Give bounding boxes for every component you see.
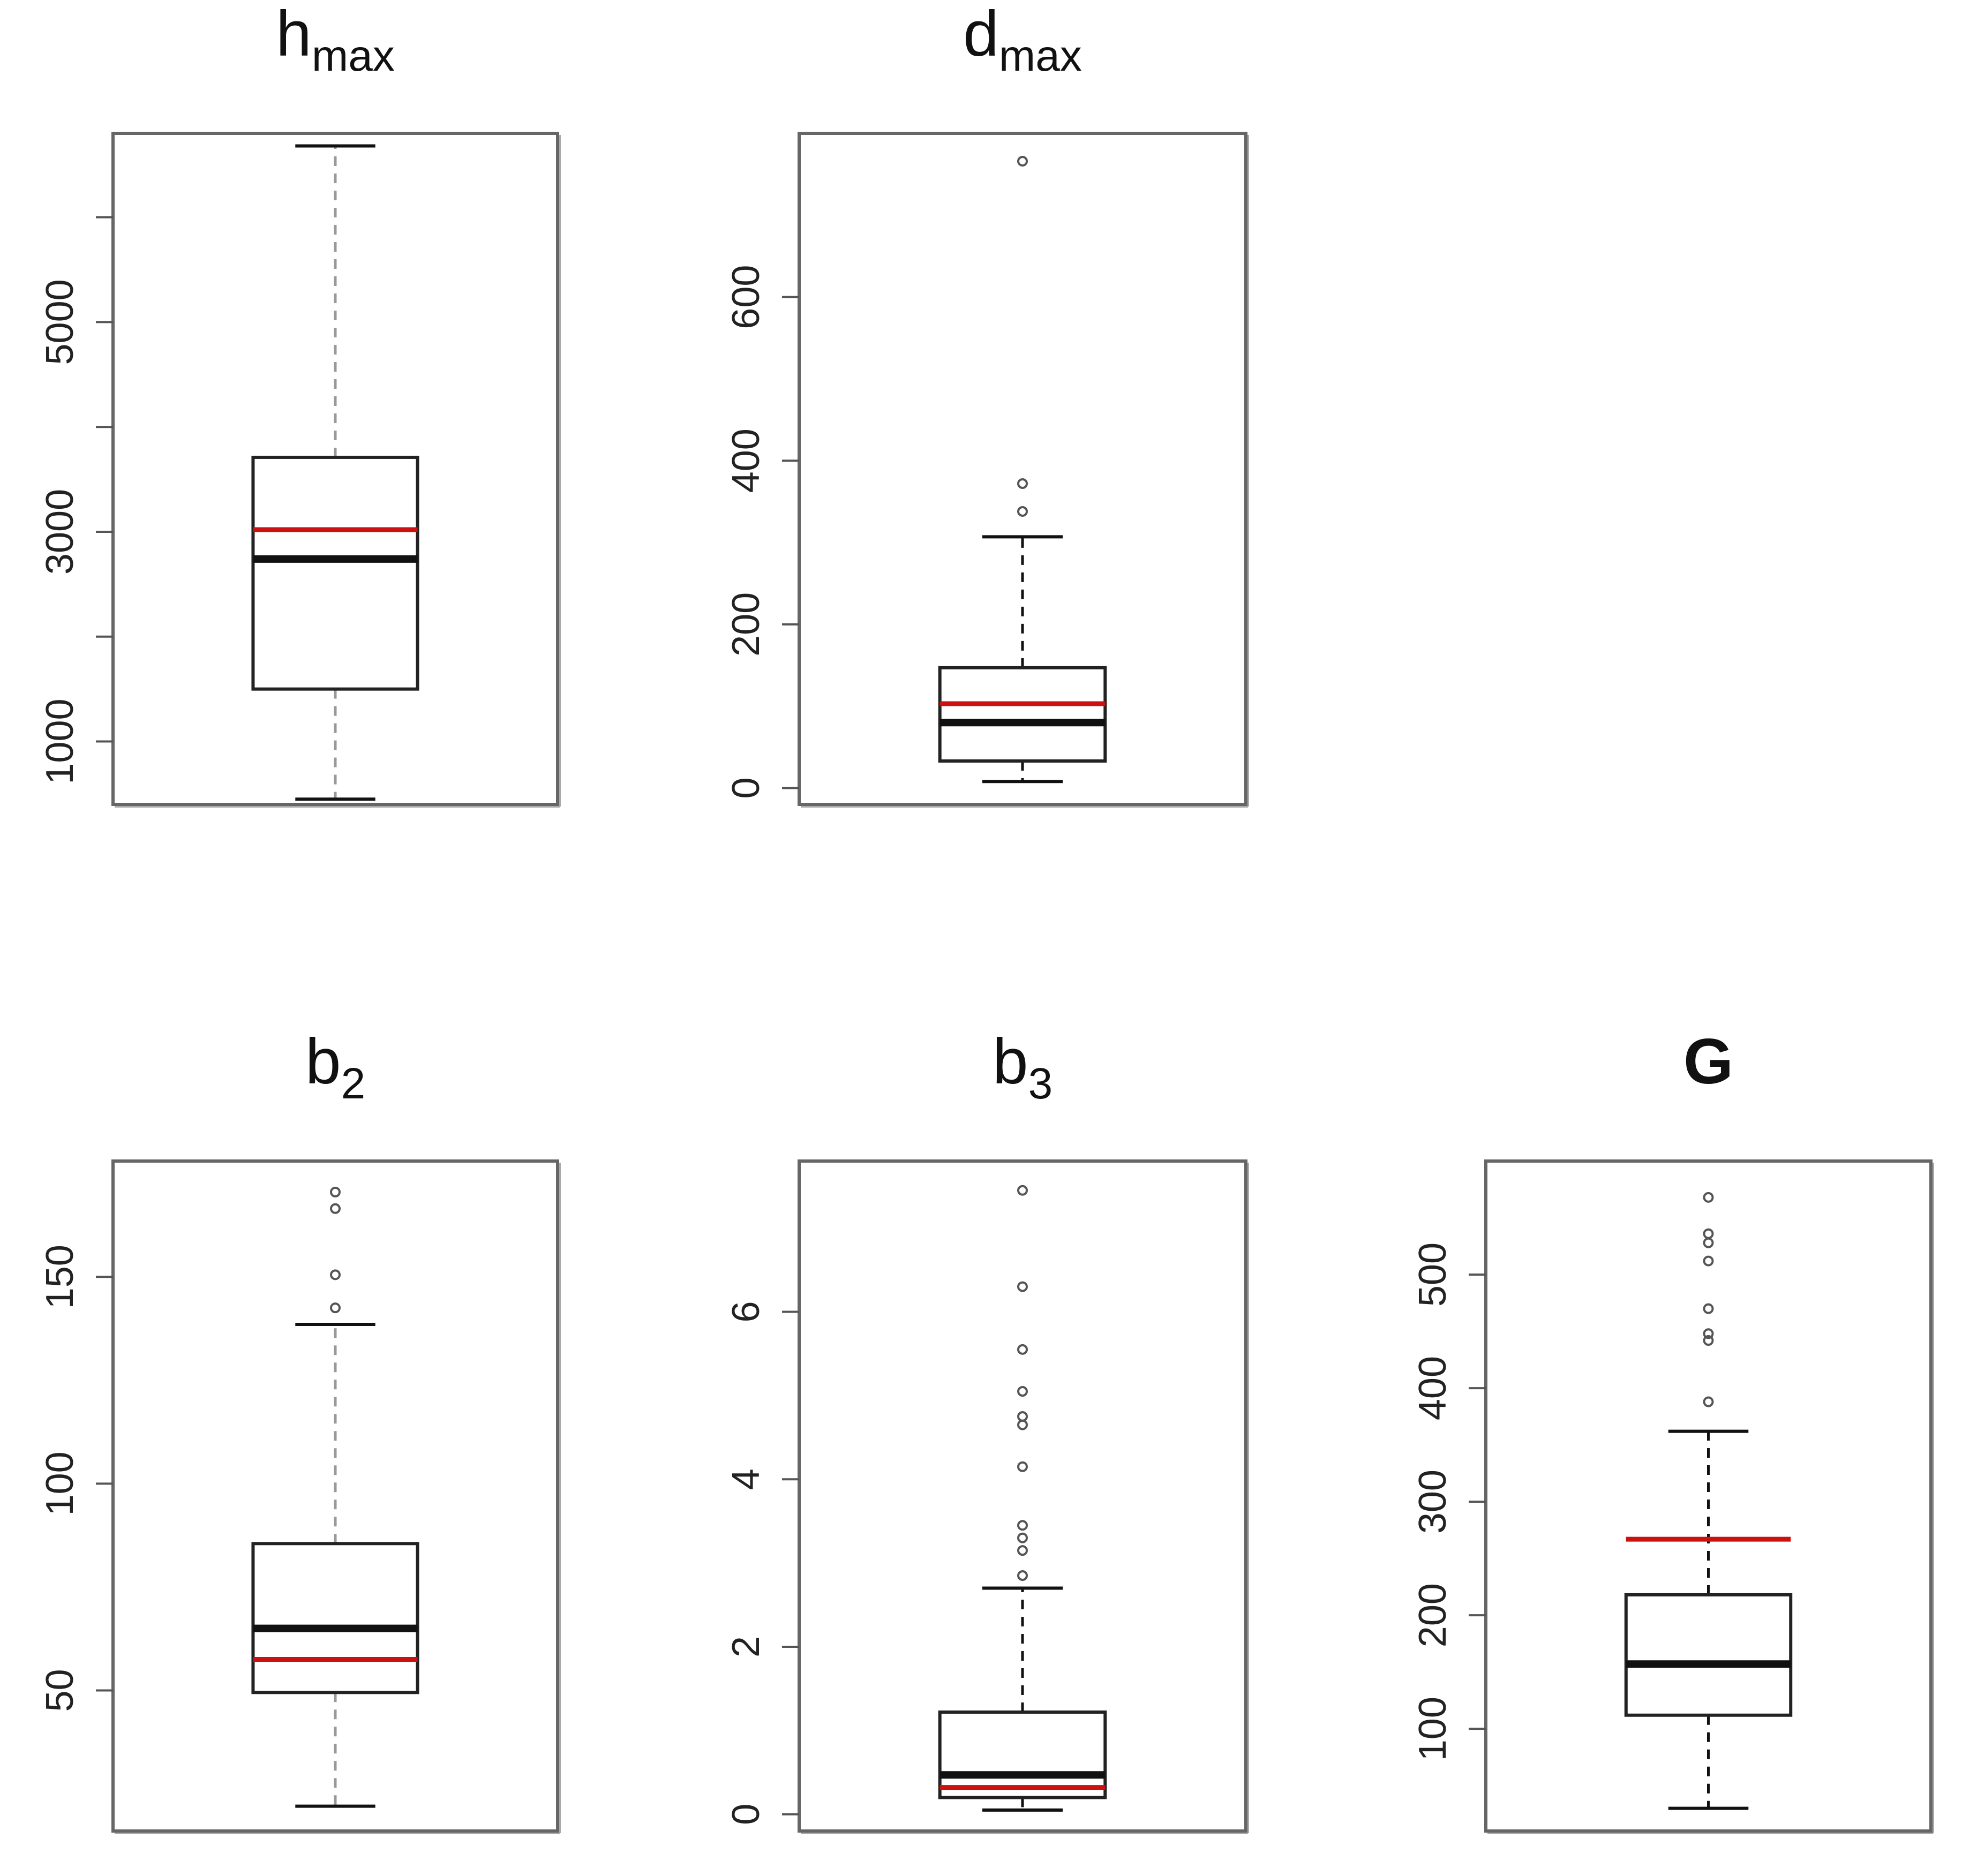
- panel-title: b2: [305, 1026, 365, 1108]
- boxplot-panel-dmax: dmax 0 200 400 600: [725, 0, 1249, 808]
- panel-title: dmax: [963, 0, 1082, 80]
- boxplot-panel-G: G 100 200 300 400 500: [1411, 1026, 1934, 1834]
- panel-frame: [1484, 1159, 1933, 1833]
- outlier-point: [330, 1186, 341, 1197]
- y-tick-label: 1000: [39, 698, 81, 784]
- outlier-point: [1017, 1570, 1028, 1581]
- y-tick-label: 50: [39, 1669, 81, 1712]
- outlier-point: [1703, 1328, 1714, 1339]
- y-tick-label: 6: [725, 1301, 768, 1322]
- y-tick-label: 600: [725, 265, 768, 329]
- outlier-point: [330, 1302, 341, 1314]
- outlier-point: [1017, 155, 1028, 167]
- panel-title-subscript: 2: [341, 1059, 366, 1108]
- y-tick-label: 0: [725, 777, 768, 798]
- y-tick-label: 300: [1411, 1470, 1454, 1534]
- outlier-point: [1017, 1281, 1028, 1292]
- y-tick-label: 400: [725, 428, 768, 493]
- y-tick-label: 150: [39, 1245, 81, 1309]
- panel-title-main: G: [1683, 1026, 1733, 1097]
- panel-title-main: d: [963, 0, 999, 70]
- outlier-point: [1017, 1545, 1028, 1556]
- outlier-point: [1017, 1185, 1028, 1196]
- outlier-point: [1017, 478, 1028, 489]
- outlier-point: [1017, 1461, 1028, 1472]
- y-tick-label: 100: [1411, 1697, 1454, 1761]
- panel-title-main: b: [993, 1026, 1028, 1097]
- y-tick-label: 100: [39, 1451, 81, 1516]
- y-tick-label: 2: [725, 1636, 768, 1657]
- outlier-point: [1703, 1192, 1714, 1203]
- y-tick-label: 400: [1411, 1356, 1454, 1420]
- panel-title: hmax: [276, 0, 395, 80]
- outlier-point: [1703, 1228, 1714, 1239]
- y-tick-label: 200: [1411, 1583, 1454, 1647]
- panel-title-subscript: 3: [1028, 1059, 1053, 1108]
- iqr-box: [251, 455, 419, 691]
- iqr-box: [1624, 1593, 1793, 1717]
- panel-title: G: [1683, 1026, 1733, 1097]
- outlier-point: [1017, 1411, 1028, 1422]
- iqr-box: [251, 1542, 419, 1694]
- outlier-point: [1017, 1520, 1028, 1531]
- panel-title-main: b: [305, 1026, 341, 1097]
- panel-title-main: h: [276, 0, 312, 70]
- outlier-point: [1017, 1532, 1028, 1543]
- outlier-point: [330, 1203, 341, 1214]
- panel-title: b3: [993, 1026, 1053, 1108]
- y-tick-label: 4: [725, 1468, 768, 1490]
- iqr-box: [938, 1710, 1107, 1799]
- y-tick-label: 500: [1411, 1242, 1454, 1307]
- outlier-point: [1703, 1335, 1714, 1346]
- panel-title-subscript: max: [312, 32, 395, 80]
- boxplot-panel-b3: b3 0 2 4 6: [725, 1026, 1249, 1834]
- iqr-box: [938, 666, 1107, 763]
- outlier-point: [1017, 506, 1028, 517]
- outlier-point: [1703, 1255, 1714, 1267]
- y-tick-label: 3000: [39, 489, 81, 575]
- outlier-point: [330, 1269, 341, 1280]
- y-tick-label: 5000: [39, 279, 81, 365]
- outlier-point: [1017, 1344, 1028, 1355]
- panel-frame: [111, 1159, 559, 1833]
- boxplot-panel-hmax: hmax 1000 3000 5000: [39, 0, 561, 808]
- boxplot-panel-b2: b2 50 100 150: [39, 1026, 561, 1834]
- outlier-point: [1703, 1396, 1714, 1407]
- y-tick-label: 0: [725, 1804, 768, 1825]
- panel-frame: [798, 132, 1247, 806]
- panel-title-subscript: max: [999, 32, 1082, 80]
- y-tick-label: 200: [725, 592, 768, 657]
- outlier-point: [1017, 1386, 1028, 1397]
- outlier-point: [1703, 1303, 1714, 1314]
